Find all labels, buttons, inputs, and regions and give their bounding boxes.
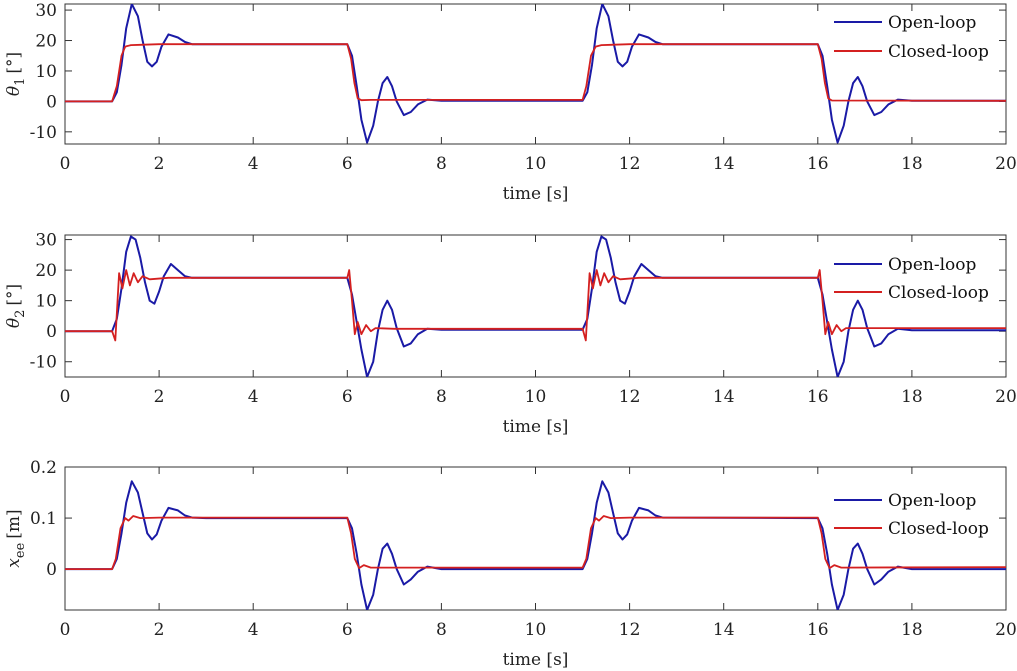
x-tick-label: 18 — [901, 620, 923, 640]
x-tick-label: 4 — [248, 387, 259, 407]
y-tick-label: -10 — [30, 353, 57, 373]
x-tick-label: 6 — [342, 387, 353, 407]
y-tick-label: 0 — [46, 560, 57, 580]
y-tick-label: 30 — [35, 231, 57, 251]
x-tick-label: 14 — [713, 154, 735, 174]
y-tick-label: 0.1 — [30, 509, 57, 529]
y-axis-symbol: θ — [4, 86, 24, 96]
y-tick-label: 0 — [46, 92, 57, 112]
y-axis-unit: [°] — [4, 284, 24, 306]
x-tick-label: 6 — [342, 154, 353, 174]
y-tick-label: 10 — [35, 292, 57, 312]
x-tick-label: 12 — [619, 154, 641, 174]
x-tick-label: 12 — [619, 620, 641, 640]
y-axis-subscript: 2 — [13, 310, 28, 318]
x-tick-label: 14 — [713, 620, 735, 640]
y-tick-label: 10 — [35, 62, 57, 82]
x-tick-label: 20 — [995, 387, 1017, 407]
series-line-closed-loop — [65, 43, 1006, 103]
x-tick-label: 10 — [525, 387, 547, 407]
legend-label-open-loop: Open-loop — [888, 255, 976, 275]
series-line-closed-loop — [65, 515, 1006, 570]
y-tick-label: 30 — [35, 1, 57, 21]
series-line-open-loop — [65, 235, 1006, 377]
legend-label-closed-loop: Closed-loop — [888, 519, 989, 539]
x-tick-label: 0 — [60, 154, 71, 174]
legend: Open-loop Closed-loop — [834, 13, 989, 62]
plot-area — [64, 466, 1007, 611]
x-tick-label: 12 — [619, 387, 641, 407]
y-tick-label: -10 — [30, 123, 57, 143]
y-tick-label: 0.2 — [30, 458, 57, 478]
y-axis-subscript: ee — [13, 542, 28, 558]
x-tick-label: 8 — [436, 620, 447, 640]
legend-label-open-loop: Open-loop — [888, 491, 976, 511]
y-axis-subscript: 1 — [13, 78, 28, 86]
x-tick-label: 10 — [525, 620, 547, 640]
y-axis-unit: [m] — [4, 509, 24, 538]
x-tick-label: 18 — [901, 387, 923, 407]
x-tick-label: 16 — [807, 154, 829, 174]
plot-area — [64, 3, 1007, 145]
y-tick-label: 20 — [35, 261, 57, 281]
x-tick-label: 18 — [901, 154, 923, 174]
y-axis-label: θ2 [°] — [4, 284, 28, 328]
x-tick-label: 6 — [342, 620, 353, 640]
y-axis-label: θ1 [°] — [4, 52, 28, 96]
y-tick-label: 20 — [35, 32, 57, 52]
x-tick-label: 16 — [807, 387, 829, 407]
legend-label-closed-loop: Closed-loop — [888, 283, 989, 303]
x-tick-label: 16 — [807, 620, 829, 640]
y-axis-unit: [°] — [4, 52, 24, 74]
legend: Open-loop Closed-loop — [834, 255, 989, 303]
x-axis-label: time [s] — [503, 417, 569, 437]
x-tick-label: 2 — [154, 620, 165, 640]
x-tick-label: 4 — [248, 620, 259, 640]
series-line-open-loop — [65, 480, 1006, 610]
x-tick-label: 2 — [154, 387, 165, 407]
y-axis-symbol: θ — [4, 318, 24, 328]
x-axis-label: time [s] — [503, 184, 569, 204]
legend: Open-loop Closed-loop — [834, 491, 989, 539]
legend-label-open-loop: Open-loop — [888, 13, 976, 33]
chart-panel-3: 0 2 4 6 8 10 12 14 16 18 20 0 0.1 0.2 time [s] xee [m] Op… — [4, 458, 1017, 670]
plot-area — [64, 234, 1007, 378]
x-tick-label: 20 — [995, 154, 1017, 174]
x-tick-label: 0 — [60, 620, 71, 640]
y-tick-label: 0 — [46, 322, 57, 342]
x-tick-label: 8 — [436, 387, 447, 407]
x-axis-label: time [s] — [503, 650, 569, 670]
x-tick-label: 0 — [60, 387, 71, 407]
x-tick-label: 2 — [154, 154, 165, 174]
x-tick-label: 8 — [436, 154, 447, 174]
x-tick-label: 4 — [248, 154, 259, 174]
series-line-open-loop — [65, 4, 1006, 144]
legend-label-closed-loop: Closed-loop — [888, 42, 989, 62]
x-tick-label: 20 — [995, 620, 1017, 640]
x-tick-label: 10 — [525, 154, 547, 174]
x-tick-label: 14 — [713, 387, 735, 407]
y-axis-symbol: x — [4, 558, 24, 568]
series-line-closed-loop — [65, 269, 1006, 342]
y-axis-label: xee [m] — [4, 509, 28, 567]
